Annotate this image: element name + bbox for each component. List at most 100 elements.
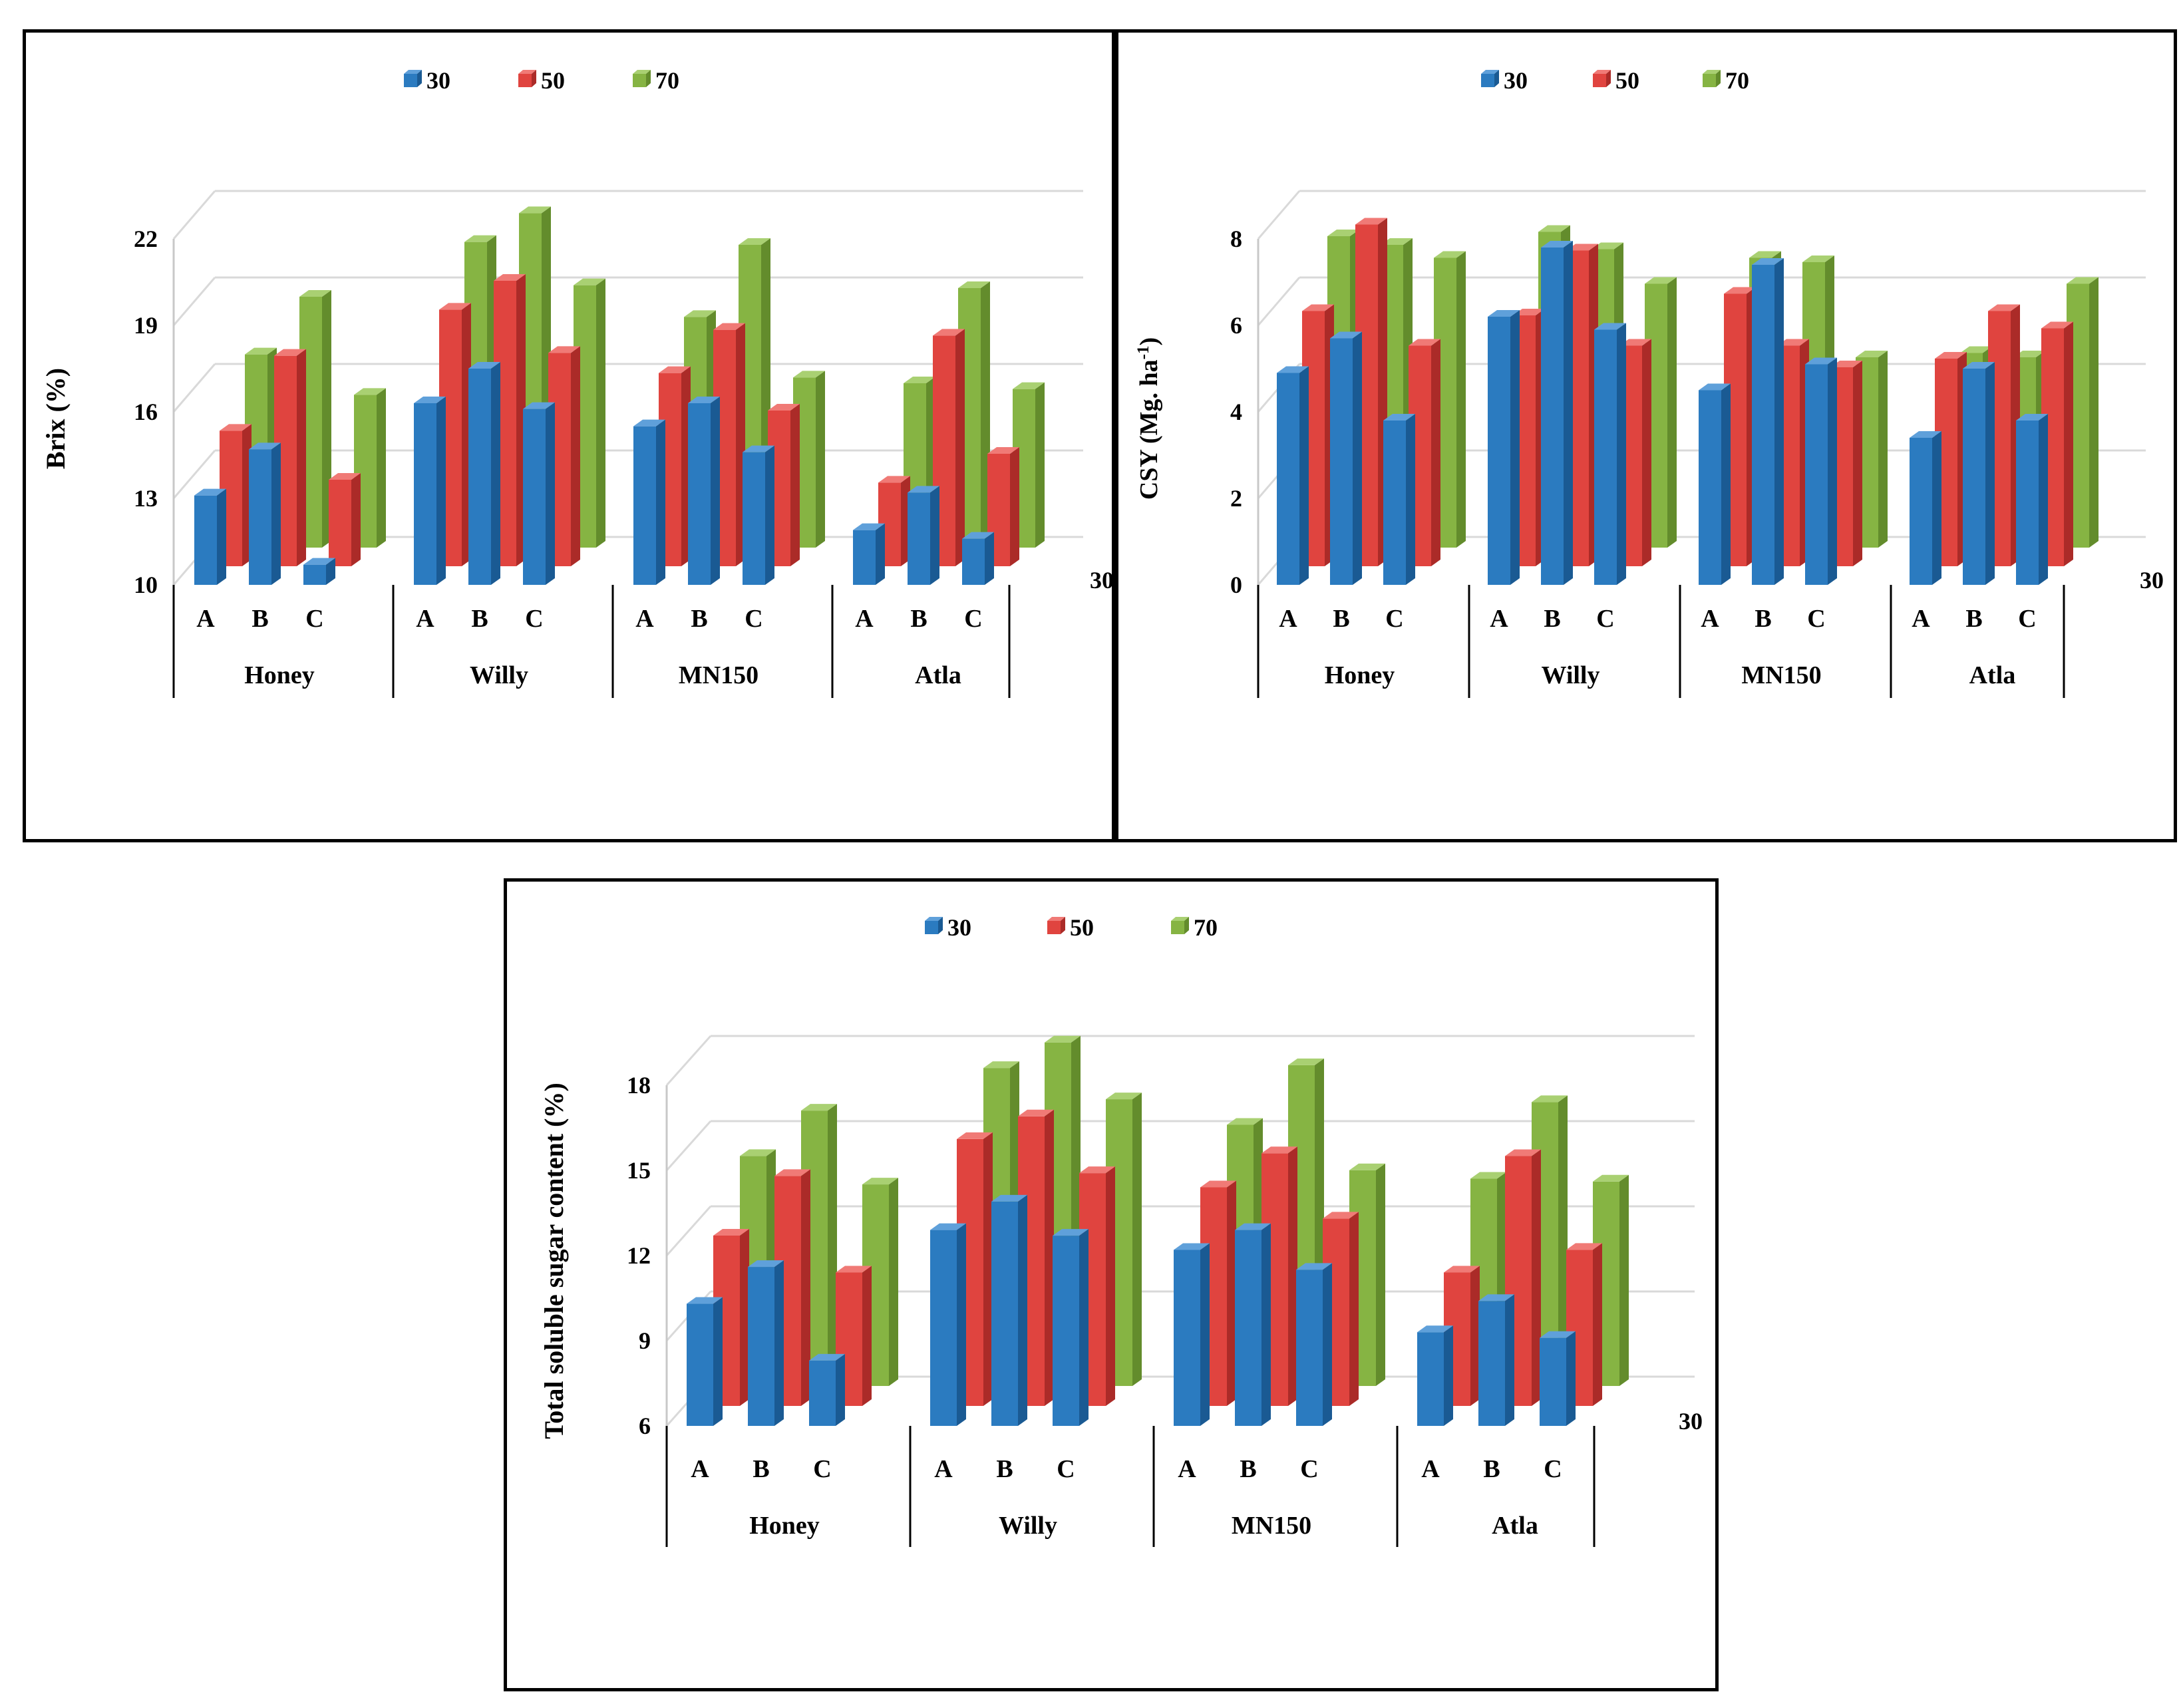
legend-swatch-side: [1061, 917, 1065, 934]
bar-30-mn150-a: [1174, 1243, 1210, 1426]
legend-swatch-top: [404, 70, 422, 74]
bar-top: [957, 1132, 993, 1139]
y-axis-title: Brix (%): [41, 368, 71, 469]
legend-label: 30: [426, 67, 450, 94]
bar-front: [1805, 364, 1828, 585]
bar-top: [1541, 241, 1573, 248]
bar-front: [1296, 1270, 1323, 1426]
bar-front: [1330, 338, 1353, 585]
bar-30-honey-c: [809, 1353, 845, 1426]
bar-top: [1296, 1263, 1332, 1270]
bar-front: [853, 530, 876, 585]
bar-top: [908, 486, 939, 493]
bar-30-willy-c: [523, 402, 555, 585]
legend-swatch-top: [1481, 70, 1499, 74]
bar-top: [1434, 251, 1466, 258]
y-tick-label: 15: [627, 1157, 651, 1184]
bar-30-willy-b: [991, 1194, 1027, 1426]
bar-30-honey-a: [1277, 366, 1309, 585]
bars: [194, 206, 1045, 585]
bar-70-willy-c: [1106, 1093, 1142, 1386]
bar-30-honey-b: [249, 442, 281, 585]
legend-swatch-top: [1171, 917, 1189, 921]
legend-item-30: 30: [1481, 67, 1528, 94]
csy-chart-panel: 0 2 4 6 8 CSY (Mg. ha-1) 30 A B C Honey A B C Willy A B C…: [1115, 29, 2177, 842]
legend-label: 50: [541, 67, 565, 94]
bar-side: [1288, 1146, 1297, 1406]
gridline-diagonal: [172, 277, 216, 326]
bar-front: [523, 409, 546, 585]
bar-front: [1541, 248, 1564, 585]
legend-swatch-side: [646, 70, 651, 87]
bar-top: [1724, 287, 1756, 294]
category-label-a: A: [1701, 605, 1719, 633]
bar-front: [1540, 1337, 1566, 1426]
bar-top: [1593, 1174, 1629, 1182]
bar-side: [1642, 339, 1651, 566]
bar-top: [1383, 414, 1415, 421]
bar-side: [1853, 361, 1862, 566]
bar-top: [1752, 258, 1784, 265]
group-label-atla: Atla: [1969, 661, 2016, 689]
legend-swatch-top: [633, 70, 651, 74]
bar-30-willy-b: [468, 362, 500, 585]
bar-front: [1277, 373, 1299, 585]
bar-top: [274, 349, 306, 356]
bar-front: [1235, 1230, 1261, 1426]
y-tick-label: 16: [134, 399, 158, 425]
legend-swatch-top: [1593, 70, 1611, 74]
bar-side: [1619, 1174, 1629, 1386]
bar-top: [1935, 352, 1967, 359]
y-axis-title: CSY (Mg. ha-1): [1134, 337, 1164, 500]
category-label-b: B: [1544, 605, 1560, 633]
bar-side: [1558, 1095, 1568, 1386]
bar-top: [1053, 1229, 1089, 1236]
bar-top: [1988, 304, 2020, 311]
bar-top: [1417, 1325, 1453, 1333]
bar-side: [1431, 339, 1440, 566]
bar-side: [1532, 1149, 1541, 1406]
bar-front: [1478, 1301, 1505, 1426]
bar-50-mn150-b: [1261, 1146, 1297, 1406]
legend-label: 70: [655, 67, 679, 94]
legend-item-70: 70: [1171, 914, 1218, 941]
bar-top: [1619, 339, 1651, 346]
bar-50-mn150-c: [768, 404, 800, 566]
bar-front: [1752, 265, 1774, 585]
bar-top: [1540, 1331, 1576, 1338]
bar-top: [1013, 382, 1045, 389]
legend-item-50: 50: [1593, 67, 1639, 94]
category-label-a: A: [934, 1455, 953, 1483]
category-label-c: C: [1544, 1455, 1562, 1483]
legend-swatch: [404, 74, 417, 87]
category-label-c: C: [1300, 1455, 1318, 1483]
category-label-a: A: [691, 1455, 709, 1483]
bar-top: [1288, 1058, 1324, 1065]
bar-front: [2016, 421, 2039, 585]
bar-top: [793, 371, 825, 378]
legend-swatch: [1593, 74, 1606, 87]
legend-item-70: 70: [633, 67, 679, 94]
y-tick-label: 6: [1230, 312, 1242, 339]
bar-side: [1721, 383, 1731, 585]
bar-30-honey-a: [194, 488, 226, 585]
bar-top: [1330, 331, 1362, 339]
bar-side: [1261, 1223, 1271, 1426]
group-separators: [665, 1426, 1595, 1547]
category-label-b: B: [1483, 1455, 1500, 1483]
bar-top: [1594, 323, 1626, 330]
bar-top: [1200, 1180, 1236, 1188]
group-label-honey: Honey: [244, 661, 315, 689]
bar-30-atla-c: [962, 532, 994, 585]
bar-front: [194, 495, 217, 585]
bar-top: [1777, 339, 1809, 346]
bar-30-mn150-b: [1235, 1223, 1271, 1426]
bar-side: [1299, 366, 1309, 585]
bar-top: [1963, 362, 1995, 369]
bar-front: [633, 426, 656, 585]
legend-swatch-side: [532, 70, 536, 87]
bar-side: [2064, 321, 2073, 566]
bar-30-atla-c: [1540, 1331, 1576, 1426]
bar-side: [876, 523, 885, 585]
